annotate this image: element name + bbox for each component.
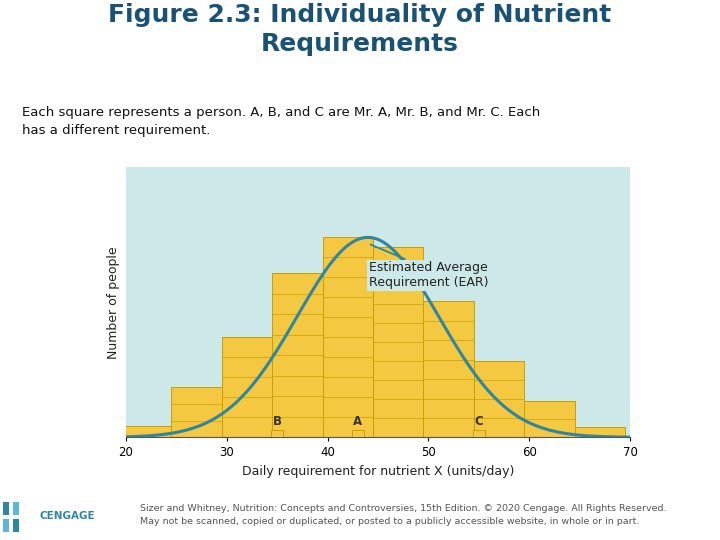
Text: Each square represents a person. A, B, and C are Mr. A, Mr. B, and Mr. C. Each
h: Each square represents a person. A, B, a…	[22, 106, 540, 137]
Bar	[473, 430, 485, 437]
Bar	[474, 361, 524, 437]
Y-axis label: Number of people: Number of people	[107, 246, 120, 359]
Bar	[575, 427, 625, 437]
Bar	[524, 401, 575, 437]
Bar	[13, 502, 19, 515]
Text: Figure 2.3: Individuality of Nutrient
Requirements: Figure 2.3: Individuality of Nutrient Re…	[109, 3, 611, 56]
Bar	[3, 519, 9, 532]
Text: B: B	[273, 415, 282, 428]
Text: CENGAGE: CENGAGE	[40, 511, 95, 521]
Bar	[373, 247, 423, 437]
Text: Sizer and Whitney, Nutrition: Concepts and Controversies, 15th Edition. © 2020 C: Sizer and Whitney, Nutrition: Concepts a…	[140, 504, 667, 526]
Bar	[121, 427, 171, 437]
Text: C: C	[474, 415, 483, 428]
Bar	[222, 338, 272, 437]
Bar	[3, 502, 9, 515]
Bar	[423, 301, 474, 437]
X-axis label: Daily requirement for nutrient X (units/day): Daily requirement for nutrient X (units/…	[242, 465, 514, 478]
Bar	[272, 273, 323, 437]
Bar	[13, 519, 19, 532]
Text: A: A	[354, 415, 362, 428]
Bar	[323, 238, 373, 437]
Bar	[352, 430, 364, 437]
Bar	[271, 430, 283, 437]
Bar	[171, 387, 222, 437]
Text: Estimated Average
Requirement (EAR): Estimated Average Requirement (EAR)	[369, 245, 488, 289]
